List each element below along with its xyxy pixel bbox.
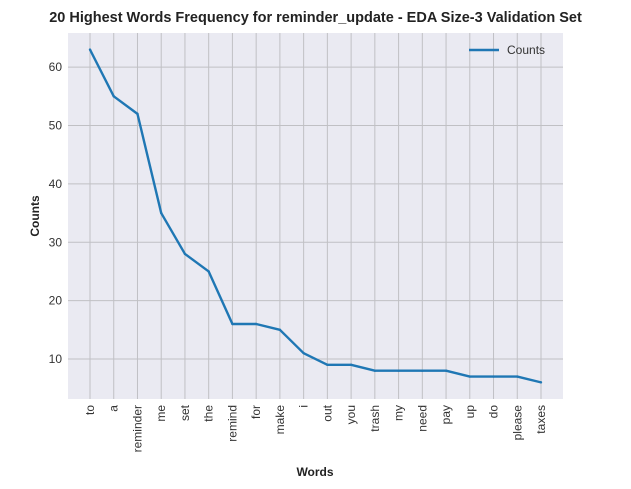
- data-point: [326, 363, 329, 367]
- data-point: [468, 375, 471, 378]
- data-point: [397, 369, 400, 372]
- grid: [68, 33, 563, 399]
- y-tick-label: 30: [49, 235, 63, 249]
- x-axis-label: Words: [296, 465, 333, 479]
- x-tick-label: set: [178, 404, 192, 421]
- x-tick-label: out: [320, 404, 334, 421]
- x-tick-label: need: [415, 405, 429, 432]
- x-tick-label: trash: [368, 405, 382, 432]
- data-point: [539, 381, 543, 384]
- data-point: [231, 322, 234, 326]
- x-tick-label: to: [83, 405, 97, 415]
- x-tick-label: me: [154, 405, 168, 422]
- data-point: [373, 369, 377, 372]
- data-point: [278, 328, 282, 332]
- x-tick-label: do: [487, 405, 501, 419]
- data-point: [112, 95, 115, 98]
- x-tick-label: a: [107, 405, 121, 412]
- x-tick-label: up: [463, 405, 477, 419]
- y-tick-label: 40: [49, 177, 63, 191]
- y-tick-label: 10: [49, 352, 63, 366]
- data-point: [516, 375, 519, 378]
- data-point: [136, 112, 139, 116]
- data-point: [302, 351, 305, 355]
- x-tick-label: for: [249, 405, 263, 419]
- data-point: [349, 363, 353, 367]
- series-line-counts: [88, 49, 542, 384]
- y-tick-label: 20: [49, 294, 63, 308]
- x-tick-label: please: [510, 405, 524, 441]
- y-tick-label: 60: [49, 60, 63, 74]
- data-point: [160, 211, 163, 215]
- x-tick-label: the: [202, 405, 216, 422]
- legend: Counts: [469, 43, 545, 57]
- x-tick-label: make: [273, 405, 287, 435]
- y-tick-label: 50: [49, 119, 63, 133]
- x-tick-label: you: [344, 405, 358, 424]
- x-tick-label: remind: [225, 405, 239, 442]
- chart-title: 20 Highest Words Frequency for reminder_…: [49, 10, 582, 26]
- legend-label: Counts: [507, 43, 545, 57]
- data-point: [88, 48, 92, 51]
- data-point: [254, 322, 258, 326]
- x-axis-ticks: to a reminder me set the remind for make i out you t…: [83, 404, 548, 452]
- x-tick-label: i: [297, 405, 311, 408]
- data-point: [492, 375, 495, 378]
- plot-area: [68, 33, 563, 399]
- data-point: [421, 369, 424, 372]
- data-point: [444, 369, 448, 372]
- x-tick-label: reminder: [130, 405, 144, 452]
- y-axis-label: Counts: [28, 195, 42, 237]
- x-tick-label: pay: [439, 405, 453, 424]
- x-tick-label: taxes: [534, 405, 548, 434]
- series-points: [88, 48, 543, 384]
- data-point: [183, 252, 187, 256]
- y-axis-ticks: 10 20 30 40 50 60: [49, 60, 63, 366]
- x-tick-label: my: [392, 405, 406, 421]
- data-point: [207, 270, 210, 273]
